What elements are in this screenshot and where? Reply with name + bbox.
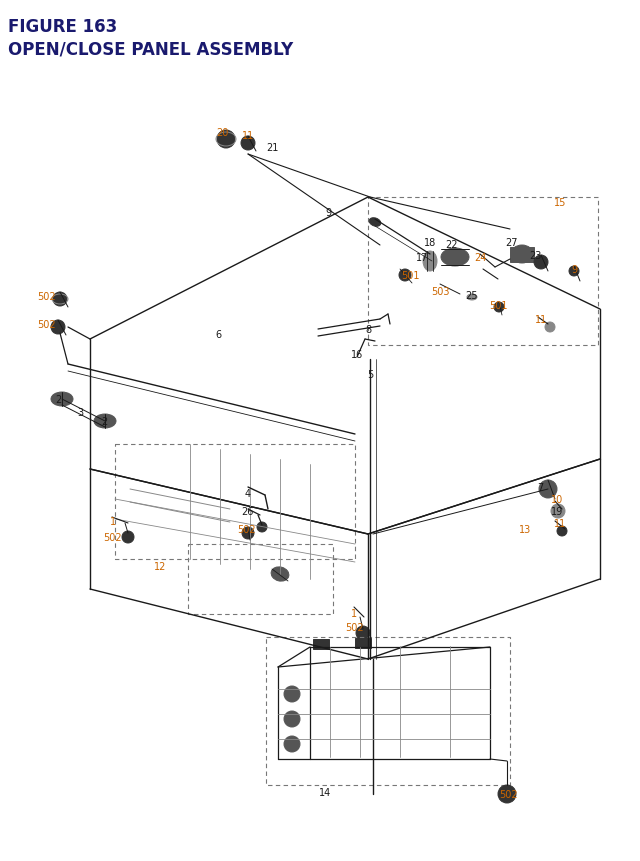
- Text: 21: 21: [266, 143, 278, 152]
- Circle shape: [494, 303, 504, 313]
- Circle shape: [53, 293, 67, 307]
- Circle shape: [51, 320, 65, 335]
- Text: FIGURE 163: FIGURE 163: [8, 18, 117, 36]
- Text: 15: 15: [554, 198, 566, 208]
- Circle shape: [557, 526, 567, 536]
- Text: 502: 502: [36, 319, 55, 330]
- Circle shape: [122, 531, 134, 543]
- Bar: [510, 248, 534, 263]
- Text: 1: 1: [110, 517, 116, 526]
- Text: 16: 16: [351, 350, 363, 360]
- Circle shape: [545, 323, 555, 332]
- Ellipse shape: [441, 249, 469, 267]
- Text: 12: 12: [154, 561, 166, 572]
- Text: 4: 4: [245, 488, 251, 499]
- Ellipse shape: [467, 294, 477, 300]
- Text: 1: 1: [351, 608, 357, 618]
- Ellipse shape: [284, 686, 300, 703]
- Text: 20: 20: [216, 127, 228, 138]
- Text: 11: 11: [242, 131, 254, 141]
- Ellipse shape: [284, 711, 300, 728]
- Ellipse shape: [94, 414, 116, 429]
- Text: 2: 2: [101, 417, 107, 426]
- Circle shape: [539, 480, 557, 499]
- Ellipse shape: [284, 736, 300, 753]
- Text: 501: 501: [489, 300, 508, 311]
- Text: 8: 8: [365, 325, 371, 335]
- Circle shape: [498, 785, 516, 803]
- Text: 9: 9: [571, 264, 577, 275]
- Bar: [313, 639, 329, 649]
- Circle shape: [242, 528, 254, 539]
- Text: 24: 24: [474, 253, 486, 263]
- Text: 502: 502: [36, 292, 55, 301]
- Text: 501: 501: [401, 270, 419, 281]
- Circle shape: [569, 267, 579, 276]
- Circle shape: [356, 626, 370, 641]
- Ellipse shape: [271, 567, 289, 581]
- Text: 11: 11: [535, 314, 547, 325]
- Text: 2: 2: [55, 394, 61, 405]
- Text: 502: 502: [499, 789, 517, 799]
- Circle shape: [534, 256, 548, 269]
- Text: 27: 27: [506, 238, 518, 248]
- Text: 502: 502: [237, 524, 256, 535]
- Text: 11: 11: [554, 518, 566, 529]
- Bar: [355, 638, 371, 648]
- Text: 25: 25: [466, 291, 478, 300]
- Text: 503: 503: [431, 287, 449, 297]
- Ellipse shape: [423, 251, 437, 272]
- Text: 502: 502: [104, 532, 122, 542]
- Text: 18: 18: [424, 238, 436, 248]
- Circle shape: [551, 505, 565, 518]
- Circle shape: [217, 131, 235, 149]
- Text: 26: 26: [241, 506, 253, 517]
- Text: 502: 502: [345, 623, 364, 632]
- Text: 19: 19: [551, 506, 563, 517]
- Text: 7: 7: [537, 482, 543, 492]
- Text: 13: 13: [519, 524, 531, 535]
- Text: 23: 23: [529, 251, 541, 261]
- Text: 5: 5: [367, 369, 373, 380]
- Text: 3: 3: [77, 407, 83, 418]
- Text: 10: 10: [551, 494, 563, 505]
- Text: 22: 22: [445, 239, 458, 250]
- Text: OPEN/CLOSE PANEL ASSEMBLY: OPEN/CLOSE PANEL ASSEMBLY: [8, 40, 293, 58]
- Ellipse shape: [51, 393, 73, 406]
- Ellipse shape: [369, 219, 381, 227]
- Circle shape: [399, 269, 411, 282]
- Text: 6: 6: [215, 330, 221, 339]
- Text: 17: 17: [416, 253, 428, 263]
- Text: 14: 14: [319, 787, 331, 797]
- Text: 9: 9: [325, 208, 331, 218]
- Circle shape: [241, 137, 255, 151]
- Ellipse shape: [511, 245, 533, 263]
- Circle shape: [257, 523, 267, 532]
